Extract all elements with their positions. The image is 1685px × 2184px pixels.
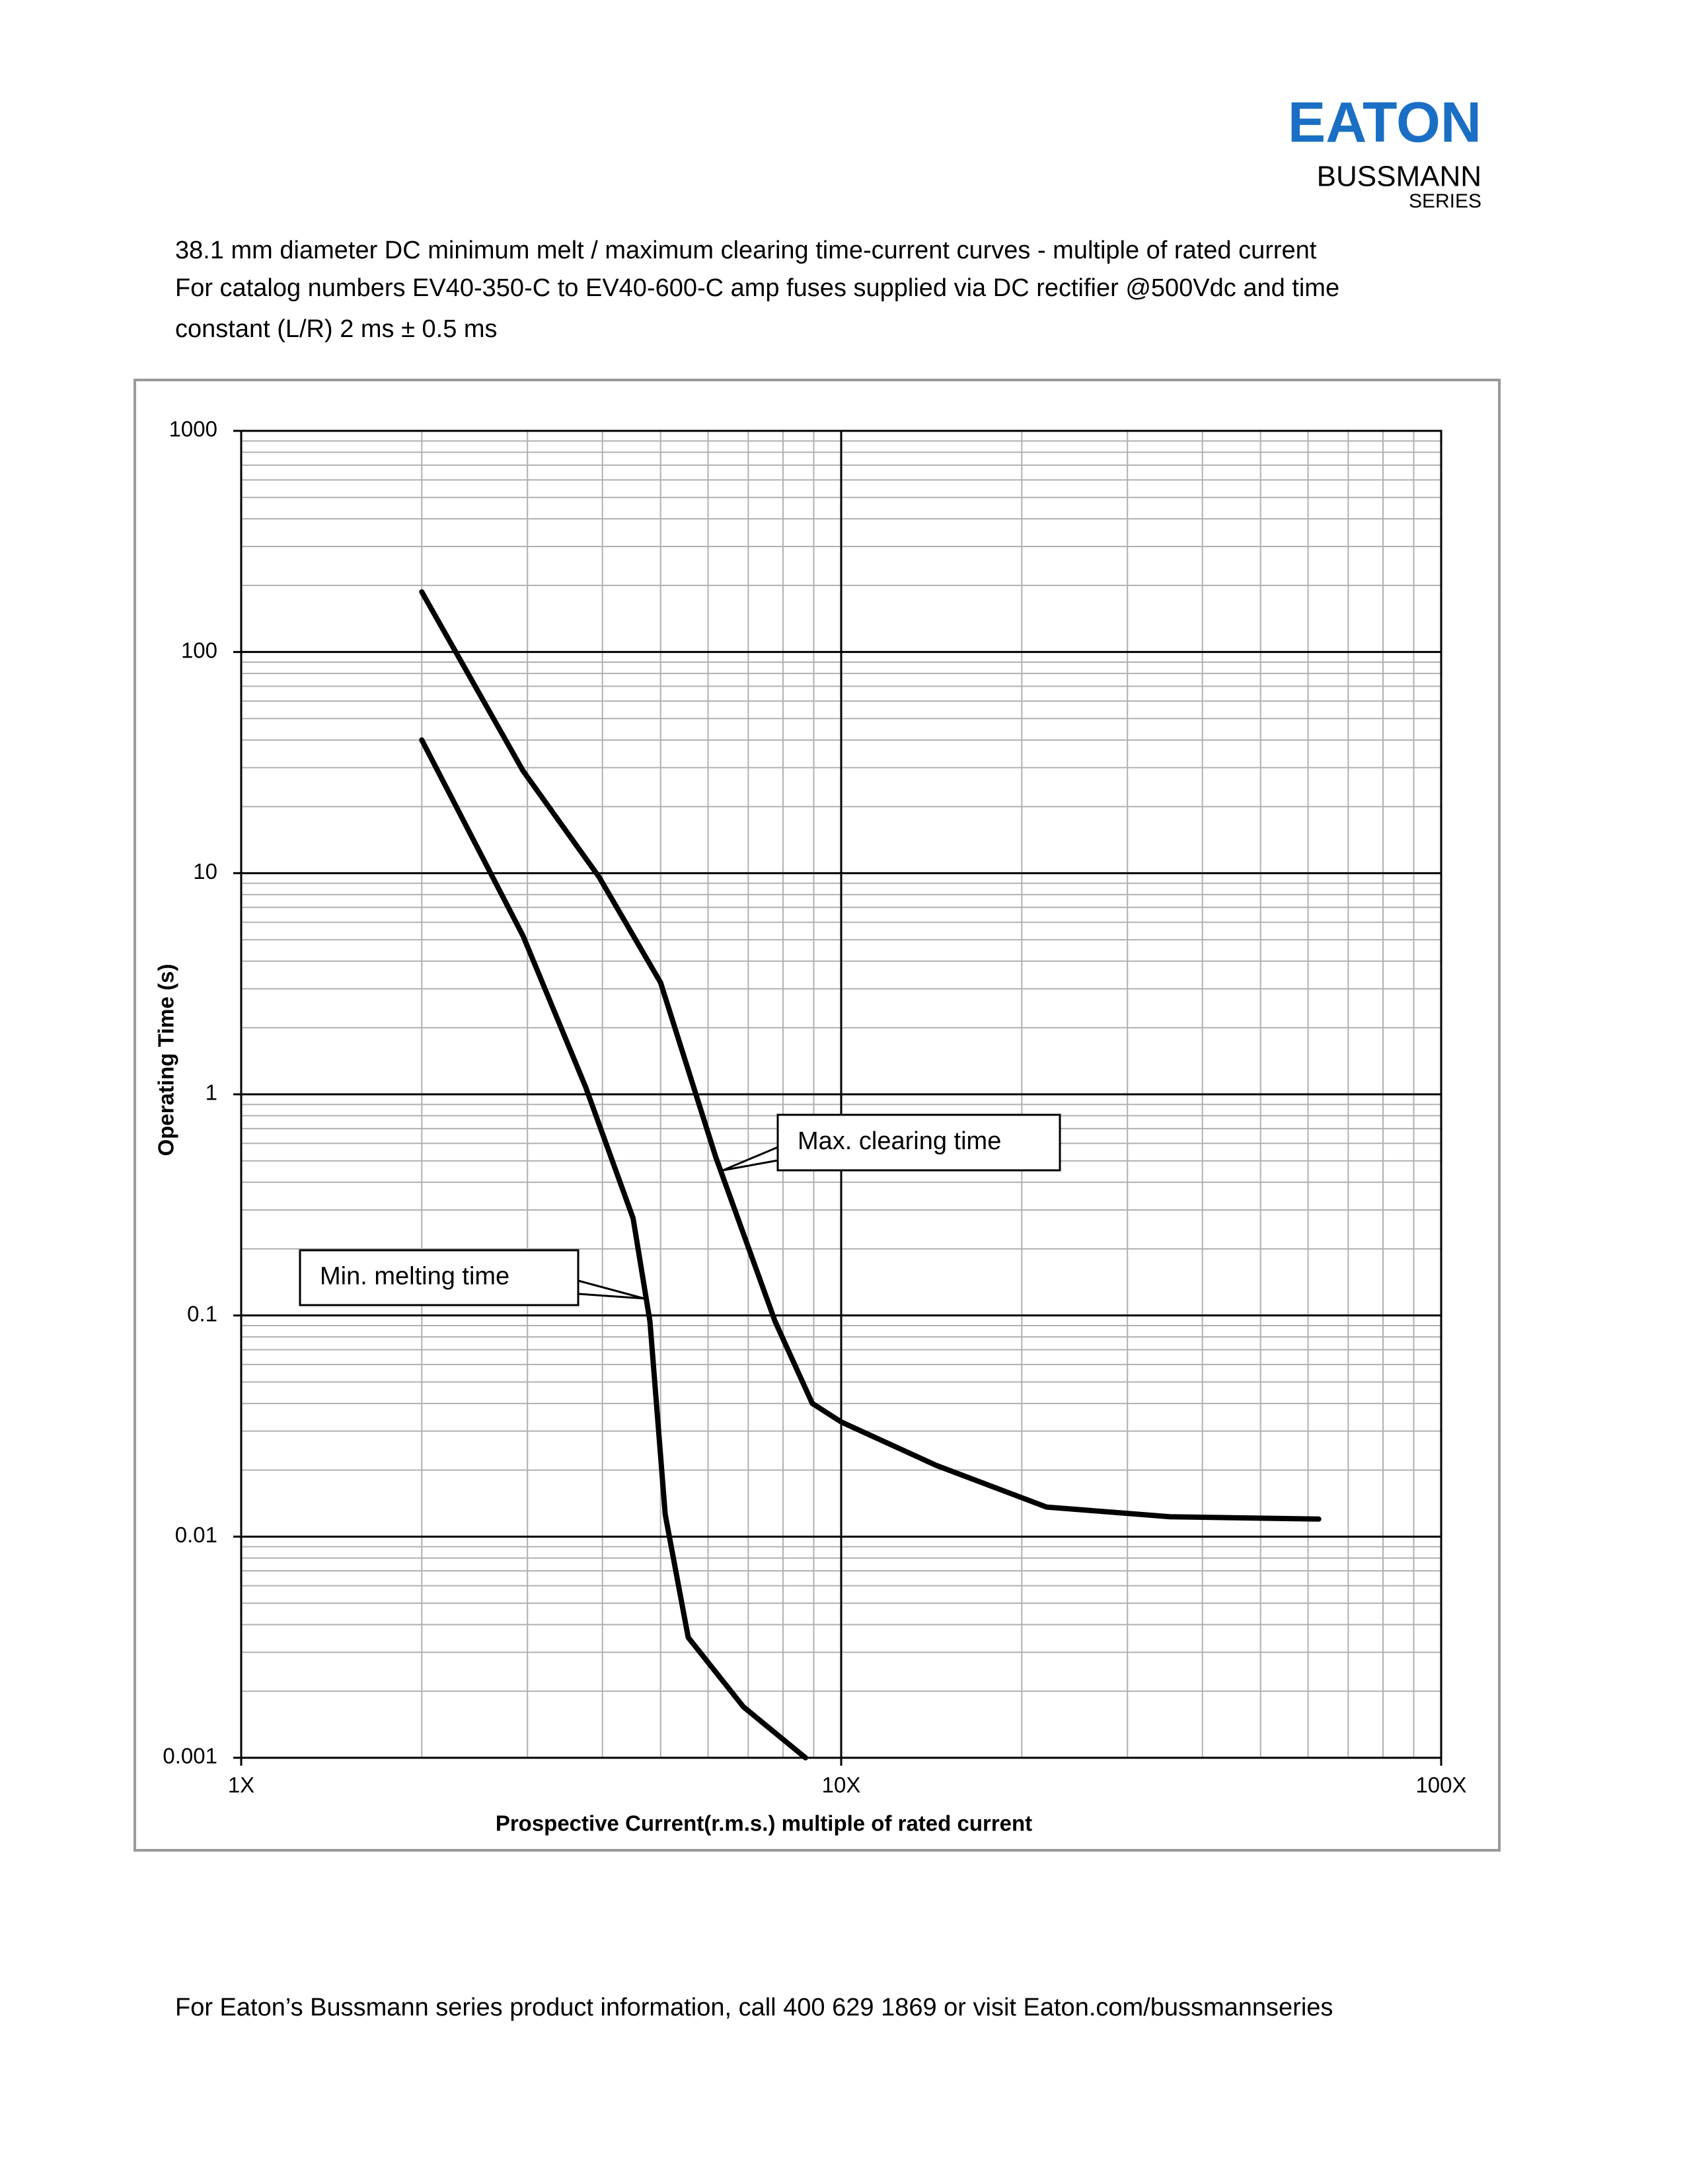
y-tick-label: 1000 <box>169 417 217 441</box>
brand-line: BUSSMANN <box>1317 161 1481 193</box>
chart-title: 38.1 mm diameter DC minimum melt / maxim… <box>175 237 1317 264</box>
x-tick-label: 10X <box>822 1773 861 1797</box>
callout-pointer <box>578 1279 645 1300</box>
callout-pointer <box>722 1146 778 1172</box>
callout-box <box>299 1249 580 1306</box>
series-label: Min. melting time <box>320 1263 509 1291</box>
y-tick-label: 0.1 <box>187 1301 217 1326</box>
callout-box <box>776 1113 1061 1172</box>
curve <box>419 737 808 1760</box>
series-label: Max. clearing time <box>798 1127 1001 1155</box>
curve <box>419 589 1322 1522</box>
x-tick-label: 100X <box>1415 1773 1466 1797</box>
y-tick-label: 0.001 <box>163 1744 217 1768</box>
chart-frame <box>133 379 1501 1852</box>
x-axis-label: Prospective Current(r.m.s.) multiple of … <box>496 1811 1032 1836</box>
y-tick-label: 1 <box>206 1080 217 1105</box>
plot-border <box>240 430 1442 1759</box>
chart-subtitle: constant (L/R) 2 ms ± 0.5 ms <box>175 315 498 343</box>
chart-subtitle: For catalog numbers EV40-350-C to EV40-6… <box>175 274 1339 302</box>
y-tick-label: 10 <box>193 859 217 884</box>
plot: 0.001 0.01 0.1 1 10 100 1000 1X 10X 100X Max. clea… <box>163 417 1466 1797</box>
brand-logo: EATON <box>1288 91 1481 155</box>
y-tick-label: 0.01 <box>175 1523 217 1547</box>
brand-series: SERIES <box>1409 190 1481 212</box>
x-tick-label: 1X <box>228 1773 254 1797</box>
y-axis-label: Operating Time (s) <box>154 964 178 1156</box>
footer: For Eaton’s Bussmann series product info… <box>175 1994 1333 2021</box>
y-tick-label: 100 <box>181 638 217 662</box>
